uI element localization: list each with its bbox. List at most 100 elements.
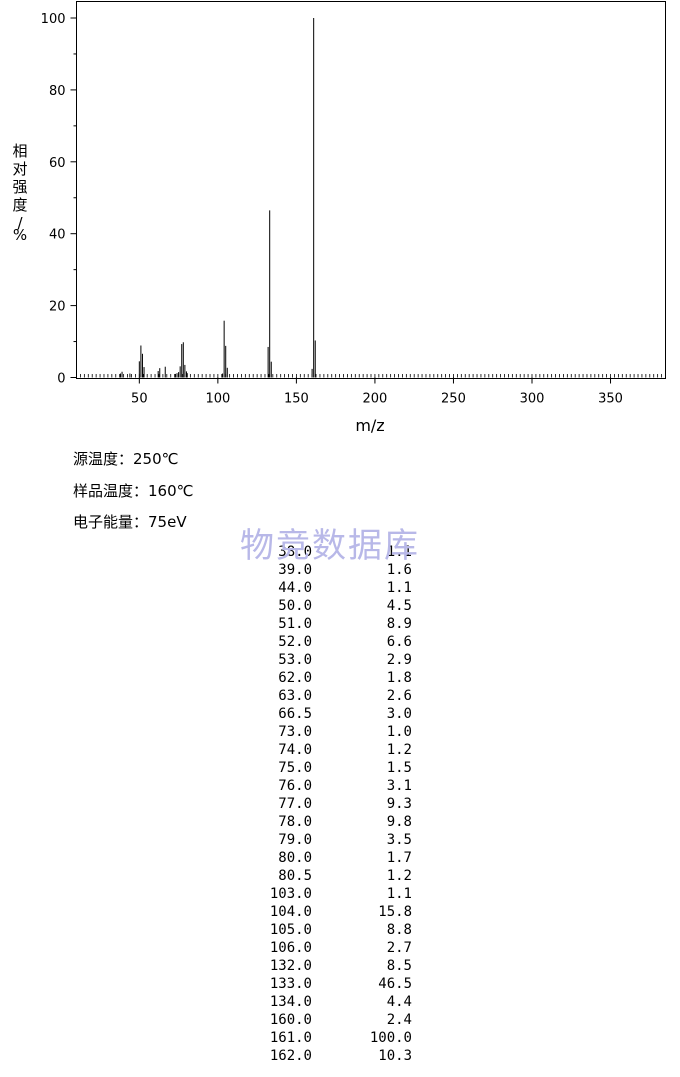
- table-row: 73.0 1.0: [230, 723, 412, 741]
- y-tick-label: 40: [49, 228, 66, 243]
- mz-value: 78.0: [278, 814, 312, 830]
- mz-value: 76.0: [278, 778, 312, 794]
- table-row: 133.0 46.5: [230, 975, 412, 993]
- watermark-logo: 物竞数据库: [240, 526, 420, 566]
- y-axis-title: 相对强度/%: [12, 142, 27, 244]
- mass-spectrum-chart: 0 20 40 60 80 100 50 100 150 200 250 300 350 相对强度/%…: [12, 1, 666, 435]
- table-row: 62.0 1.8: [230, 669, 412, 687]
- intensity-value: 6.6: [386, 634, 412, 650]
- x-tick-label: 350: [598, 392, 623, 407]
- mz-value: 75.0: [278, 760, 312, 776]
- intensity-value: 2.7: [386, 940, 412, 956]
- mz-value: 63.0: [278, 688, 312, 704]
- table-row: 104.0 15.8: [230, 903, 412, 921]
- minor-ticks: [76, 374, 666, 378]
- mz-value: 134.0: [269, 994, 312, 1010]
- table-row: 51.0 8.9: [230, 615, 412, 633]
- table-row: 160.0 2.4: [230, 1011, 412, 1029]
- source-temperature: 源温度：250℃: [73, 450, 179, 468]
- x-tick-label: 150: [284, 392, 309, 407]
- table-row: 103.0 1.1: [230, 885, 412, 903]
- intensity-value: 100.0: [369, 1030, 412, 1046]
- intensity-value: 3.5: [386, 832, 412, 848]
- table-row: 80.5 1.2: [230, 867, 412, 885]
- intensity-value: 8.8: [386, 922, 412, 938]
- table-row: 75.0 1.5: [230, 759, 412, 777]
- peak-table: 38.0 1.1 39.0 1.6 44.0 1.1 50.0 4.5 51.0 8.9 52.0 6…: [230, 543, 412, 1065]
- intensity-value: 10.3: [378, 1048, 412, 1064]
- mz-value: 50.0: [278, 598, 312, 614]
- table-row: 50.0 4.5: [230, 597, 412, 615]
- intensity-value: 3.1: [386, 778, 412, 794]
- intensity-value: 9.8: [386, 814, 412, 830]
- x-axis: 50 100 150 200 250 300 350: [131, 377, 623, 407]
- x-tick-label: 100: [205, 392, 230, 407]
- intensity-value: 1.8: [386, 670, 412, 686]
- y-tick-label: 100: [41, 12, 66, 27]
- mz-value: 66.5: [278, 706, 312, 722]
- intensity-value: 1.5: [386, 760, 412, 776]
- mz-value: 73.0: [278, 724, 312, 740]
- intensity-value: 8.5: [386, 958, 412, 974]
- table-row: 53.0 2.9: [230, 651, 412, 669]
- table-row: 63.0 2.6: [230, 687, 412, 705]
- y-tick-label: 80: [49, 84, 66, 99]
- mz-value: 38.0: [278, 544, 312, 560]
- table-row: 74.0 1.2: [230, 741, 412, 759]
- mz-value: 51.0: [278, 616, 312, 632]
- mz-value: 39.0: [278, 562, 312, 578]
- peak-series: [119, 18, 316, 378]
- mz-value: 80.5: [278, 868, 312, 884]
- table-row: 39.0 1.6: [230, 561, 412, 579]
- x-tick-label: 50: [131, 392, 148, 407]
- intensity-value: 15.8: [378, 904, 412, 920]
- intensity-value: 8.9: [386, 616, 412, 632]
- table-row: 106.0 2.7: [230, 939, 412, 957]
- intensity-value: 1.6: [386, 562, 412, 578]
- mz-value: 44.0: [278, 580, 312, 596]
- mz-value: 160.0: [269, 1012, 312, 1028]
- table-row: 161.0 100.0: [230, 1029, 412, 1047]
- y-tick-label: 20: [49, 300, 66, 315]
- x-tick-label: 250: [441, 392, 466, 407]
- table-row: 44.0 1.1: [230, 579, 412, 597]
- table-row: 66.5 3.0: [230, 705, 412, 723]
- y-tick-label: 0: [57, 372, 65, 387]
- mz-value: 162.0: [269, 1048, 312, 1064]
- mz-value: 77.0: [278, 796, 312, 812]
- mz-value: 132.0: [269, 958, 312, 974]
- mz-value: 161.0: [269, 1030, 312, 1046]
- table-row: 80.0 1.7: [230, 849, 412, 867]
- table-row: 162.0 10.3: [230, 1047, 412, 1065]
- table-row: 76.0 3.1: [230, 777, 412, 795]
- table-row: 132.0 8.5: [230, 957, 412, 975]
- intensity-value: 1.1: [386, 886, 412, 902]
- intensity-value: 1.2: [386, 742, 412, 758]
- intensity-value: 1.0: [386, 724, 412, 740]
- mz-value: 133.0: [269, 976, 312, 992]
- table-row: 38.0 1.1: [230, 543, 412, 561]
- intensity-value: 3.0: [386, 706, 412, 722]
- mz-value: 80.0: [278, 850, 312, 866]
- intensity-value: 2.6: [386, 688, 412, 704]
- plot-frame: [76, 1, 666, 379]
- intensity-value: 1.7: [386, 850, 412, 866]
- mz-value: 104.0: [269, 904, 312, 920]
- intensity-value: 46.5: [378, 976, 412, 992]
- intensity-value: 4.5: [386, 598, 412, 614]
- intensity-value: 1.1: [386, 580, 412, 596]
- y-axis: 0 20 40 60 80 100: [41, 12, 77, 387]
- x-axis-title: m/z: [355, 416, 384, 435]
- table-row: 134.0 4.4: [230, 993, 412, 1011]
- table-row: 105.0 8.8: [230, 921, 412, 939]
- mz-value: 105.0: [269, 922, 312, 938]
- mz-value: 79.0: [278, 832, 312, 848]
- y-tick-label: 60: [49, 156, 66, 171]
- mz-value: 53.0: [278, 652, 312, 668]
- x-tick-label: 300: [520, 392, 545, 407]
- table-row: 79.0 3.5: [230, 831, 412, 849]
- intensity-value: 2.4: [386, 1012, 412, 1028]
- intensity-value: 4.4: [386, 994, 412, 1010]
- intensity-value: 1.1: [386, 544, 412, 560]
- x-tick-label: 200: [363, 392, 388, 407]
